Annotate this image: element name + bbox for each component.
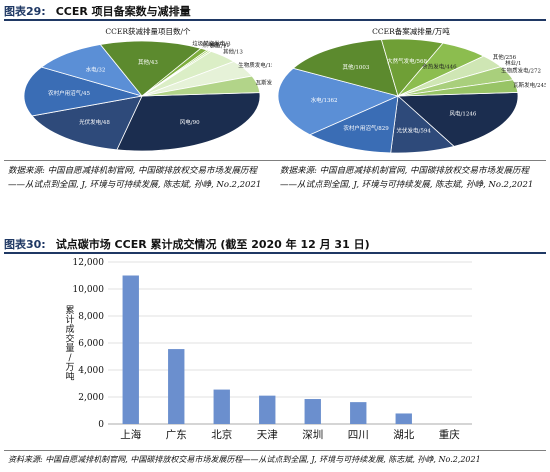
pie-title: CCER获减排量项目数/个 <box>105 26 191 36</box>
pie-slice-label: 光伏发电/594 <box>397 127 432 135</box>
pie-slice-label: 生物质发电/272 <box>501 66 541 74</box>
pie-slice <box>116 92 261 152</box>
figure-29-source-right: 数据来源: 中国自愿减排机制官网, 中国碳排放权交易市场发展历程——从试点到全国… <box>280 166 534 190</box>
pie-slice-label: 垃圾焚烧发电/3 <box>192 40 231 48</box>
figure-29-label: 图表29: <box>4 5 46 18</box>
pie-chart-project-count: CCER获减排量项目数/个风电/90 光伏发电/48 农村户用沼气/45 水电/32 其… <box>23 26 272 152</box>
pie-slice <box>99 40 202 97</box>
bar <box>259 395 276 424</box>
x-tick-label: 广东 <box>166 428 187 441</box>
figure-30-source-rule <box>4 450 546 451</box>
figure-30-label: 图表30: <box>4 238 46 251</box>
y-tick-label: 6,000 <box>78 339 104 349</box>
bar <box>395 413 412 424</box>
pie-slice-label: 农村户用沼气/829 <box>343 124 389 132</box>
pie-slice-label: 水电/32 <box>86 66 106 74</box>
x-tick-label: 湖北 <box>393 429 414 441</box>
pie-slice <box>31 95 143 151</box>
y-tick-label: 4,000 <box>78 366 104 376</box>
x-tick-label: 上海 <box>120 428 141 441</box>
pie-slice-label: 热电联产/1 <box>202 41 229 49</box>
y-tick-label: 2,000 <box>78 393 104 403</box>
x-tick-label: 北京 <box>211 428 232 441</box>
pie-slice-label: 余热发电/446 <box>422 63 457 71</box>
pie-slice-label: 瓦斯发电/245 <box>513 81 546 89</box>
y-axis-label: 累计成交量/万吨 <box>65 305 74 383</box>
bar <box>350 402 367 424</box>
figure-30-source: 资料来源: 中国自愿减排机制官网, 中国碳排放权交易市场发展历程——从试点到全国… <box>8 455 481 464</box>
pie-slice <box>141 75 261 97</box>
pie-slice-label: 林业/1 <box>210 42 226 50</box>
pie-slice-label: 其他/256 <box>493 53 517 61</box>
figure-29-title: 图表29: CCER 项目备案数与减排量 <box>4 3 191 19</box>
y-tick-label: 8,000 <box>78 312 104 322</box>
x-tick-label: 深圳 <box>302 429 323 441</box>
bar <box>168 349 185 424</box>
figure-30-caption: 试点碳市场 CCER 累计成交情况 (截至 2020 年 12 月 31 日) <box>55 238 370 251</box>
y-tick-label: 12,000 <box>73 258 105 268</box>
bar-chart-ccer-volume: 0 2,000 4,000 6,000 8,000 10,000 12,000 上海 广东 北京 天… <box>65 258 472 441</box>
pie-slice <box>308 95 399 154</box>
x-tick-label: 天津 <box>257 429 278 441</box>
pie-slice <box>396 92 519 147</box>
pie-slice-label: 光伏发电/48 <box>79 118 110 126</box>
pie-slice <box>292 39 399 97</box>
pie-slice <box>277 67 400 136</box>
pie-slice-label: 农村户用沼气/45 <box>48 89 90 97</box>
pie-slice-label: 风电/90 <box>180 118 200 126</box>
y-tick-label: 10,000 <box>73 285 105 295</box>
x-tick-label: 重庆 <box>439 428 460 441</box>
pie-slice-label: 其他/13 <box>223 47 243 55</box>
figure-29-caption: CCER 项目备案数与减排量 <box>55 5 191 18</box>
bar <box>122 275 139 424</box>
bar <box>304 399 321 424</box>
pie-slice-label: 林业/1 <box>505 59 521 67</box>
pie-slice-label: 风电/1246 <box>449 109 476 117</box>
figure-29-source-left: 数据来源: 中国自愿减排机制官网, 中国碳排放权交易市场发展历程——从试点到全国… <box>8 166 262 190</box>
pie-slice-label: 大然气发电/568 <box>387 57 427 65</box>
pie-slice-label: 其他/43 <box>138 58 158 66</box>
pie-slice-label: 水电/1362 <box>311 96 338 104</box>
pie-slice-label: 生物质发电/15 <box>238 61 272 69</box>
y-tick-label: 0 <box>98 420 104 430</box>
figure-29-source-rule <box>4 160 546 161</box>
pie-slice <box>23 66 143 117</box>
pie-slice-label: 其他/1003 <box>342 63 369 71</box>
pie-slice <box>397 79 519 97</box>
bar <box>213 389 230 424</box>
x-tick-label: 四川 <box>348 429 369 441</box>
pie-title: CCER备案减排量/万吨 <box>372 26 450 36</box>
figure-30-rule <box>4 252 546 254</box>
figure-30-title: 图表30: 试点碳市场 CCER 累计成交情况 (截至 2020 年 12 月 3… <box>4 236 370 252</box>
figure-29-rule <box>4 19 546 21</box>
pie-slice <box>40 44 144 97</box>
pie-slice-label: 瓦斯发电/15 <box>256 79 272 87</box>
